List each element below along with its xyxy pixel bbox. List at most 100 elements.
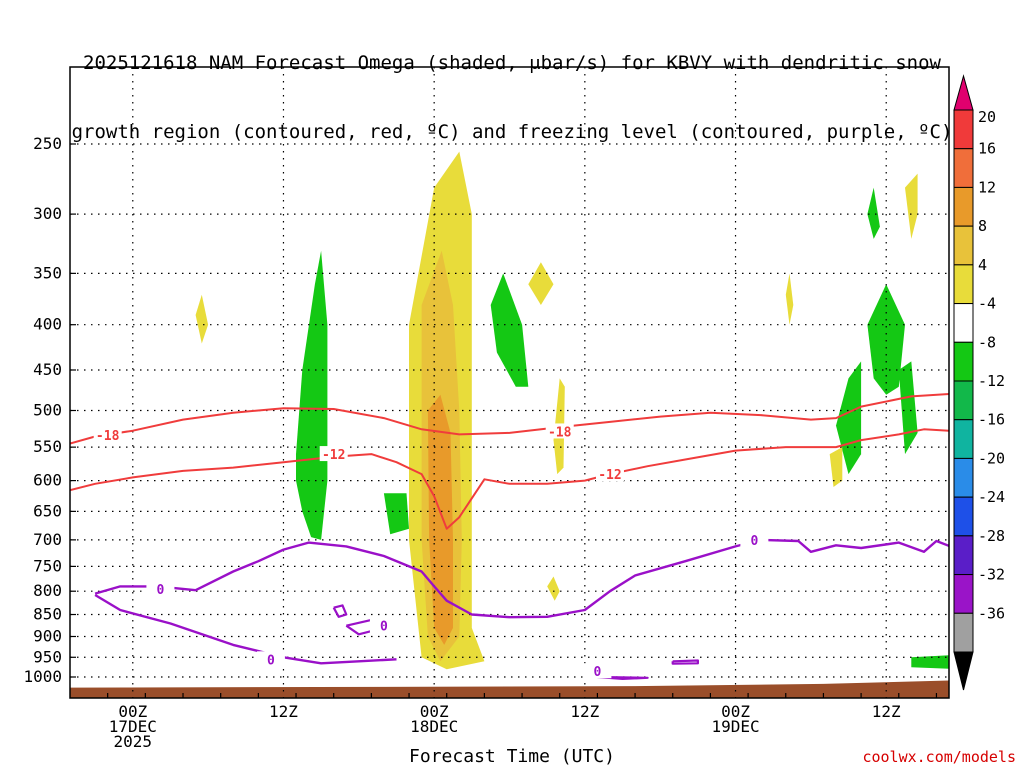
xtick-label-0-1: 17DEC <box>109 717 157 736</box>
label-zero-f-bg <box>583 663 612 679</box>
colorbar-label-9: -20 <box>978 449 1005 467</box>
x-axis-label: Forecast Time (UTC) <box>409 746 615 767</box>
ytick-label-700: 700 <box>33 530 62 549</box>
colorbar-swatch-14 <box>953 612 974 653</box>
label-zero-f: 0 <box>593 665 601 680</box>
ytick-label-1000: 1000 <box>23 667 62 686</box>
ytick-label-950: 950 <box>33 647 62 666</box>
label-zero-b: 0 <box>380 620 388 635</box>
omega-region-5 <box>383 493 409 535</box>
label-minus12-a-bg <box>319 446 348 462</box>
xtick-label-1-0: 12Z <box>269 702 298 721</box>
colorbar-swatch-5 <box>953 264 974 305</box>
colorbar-label-0: 20 <box>978 108 996 126</box>
omega-region-7 <box>528 262 554 305</box>
omega-region-22 <box>905 173 918 239</box>
label-zero-d: 0 <box>750 534 758 549</box>
colorbar-label-11: -28 <box>978 527 1005 545</box>
label-zero-a: 0 <box>156 583 164 598</box>
ytick-label-350: 350 <box>33 263 62 282</box>
omega-shading <box>195 112 1010 670</box>
colorbar-label-5: -4 <box>978 295 996 313</box>
ytick-label-750: 750 <box>33 556 62 575</box>
colorbar-swatch-3 <box>953 186 974 227</box>
omega-region-24 <box>785 273 794 325</box>
chart-title-line1: 2025121618 NAM Forecast Omega (shaded, μ… <box>83 52 941 74</box>
omega-region-10 <box>867 187 880 239</box>
colorbar-swatch-13 <box>953 574 974 614</box>
colorbar-label-3: 8 <box>978 217 987 235</box>
omega-region-2 <box>427 394 453 645</box>
label-zero-a-bg <box>146 580 175 596</box>
freezing-contour <box>94 538 949 619</box>
omega-region-20 <box>998 188 1004 245</box>
ytick-label-400: 400 <box>33 315 62 334</box>
colorbar-swatch-8 <box>953 380 974 421</box>
colorbar-swatch-1 <box>953 109 974 150</box>
chart-title: 2025121618 NAM Forecast Omega (shaded, μ… <box>0 6 1024 167</box>
xtick-label-0-2: 2025 <box>114 732 153 751</box>
chart-title-line2: growth region (contoured, red, ºC) and f… <box>71 121 953 143</box>
colorbar-label-12: -32 <box>978 566 1005 584</box>
omega-region-12 <box>898 361 918 455</box>
colorbar-label-6: -8 <box>978 333 996 351</box>
ytick-label-800: 800 <box>33 581 62 600</box>
y-axis-ticks: 250 300 350 400 450 500 550 600 650 700 750 800 850 9… <box>23 134 76 686</box>
ground-terrain <box>70 680 949 698</box>
ytick-label-900: 900 <box>33 626 62 645</box>
colorbar-label-4: 4 <box>978 256 987 274</box>
ytick-label-600: 600 <box>33 471 62 490</box>
colorbar-label-13: -36 <box>978 604 1005 622</box>
label-minus12-a: -12 <box>322 448 345 463</box>
colorbar-swatch-9 <box>953 419 974 459</box>
xtick-label-4-1: 19DEC <box>711 717 759 736</box>
xtick-label-3-0: 12Z <box>570 702 599 721</box>
dgz-minus12-contour <box>70 428 949 530</box>
label-minus18-b: -18 <box>548 425 572 440</box>
plot-frame <box>69 66 950 699</box>
colorbar-swatch-4 <box>953 225 974 266</box>
omega-region-11 <box>867 284 905 395</box>
colorbar-label-2: 12 <box>978 178 996 196</box>
label-minus12-b-bg <box>595 466 624 482</box>
xtick-label-0-0: 00Z <box>118 702 147 721</box>
colorbar-swatch-12 <box>953 535 974 576</box>
ytick-label-500: 500 <box>33 401 62 420</box>
ytick-label-650: 650 <box>33 501 62 520</box>
colorbar-swatch-7 <box>953 341 974 382</box>
label-minus18-a: -18 <box>96 429 120 444</box>
colorbar-swatch-6 <box>953 303 974 343</box>
colorbar-label-8: -16 <box>978 411 1005 429</box>
colorbar-top-arrow <box>953 74 974 111</box>
colorbar: 20 16 12 8 4 -4 -8 -12 -16 -20 -24 -28 -32 -36 <box>953 74 1005 691</box>
colorbar-swatch-2 <box>953 148 974 188</box>
ytick-label-250: 250 <box>33 134 62 153</box>
gridlines <box>70 67 949 698</box>
label-minus18-b-bg <box>545 423 574 439</box>
omega-region-23 <box>829 447 843 487</box>
label-minus18-a-bg <box>93 427 122 443</box>
credit-link[interactable]: coolwx.com/models <box>862 748 1016 766</box>
omega-region-28 <box>547 576 560 601</box>
colorbar-label-10: -24 <box>978 488 1005 506</box>
colorbar-label-7: -12 <box>978 372 1005 390</box>
freezing-blob-2 <box>671 659 699 665</box>
omega-region-4 <box>490 273 529 387</box>
omega-region-19 <box>997 112 1010 262</box>
freezing-contour-lower <box>94 593 397 665</box>
omega-region-6 <box>195 294 209 344</box>
label-minus12-b: -12 <box>598 468 621 483</box>
ground-fill <box>70 680 949 698</box>
label-zero-d-bg <box>740 531 769 547</box>
xtick-label-2-1: 18DEC <box>410 717 458 736</box>
xtick-label-2-0: 00Z <box>420 702 449 721</box>
dgz-minus18-contour <box>70 392 949 445</box>
xtick-label-4-0: 00Z <box>721 702 750 721</box>
xtick-label-5-0: 12Z <box>872 702 901 721</box>
ytick-label-450: 450 <box>33 360 62 379</box>
ytick-label-300: 300 <box>33 204 62 223</box>
label-zero-b-bg <box>369 617 398 633</box>
